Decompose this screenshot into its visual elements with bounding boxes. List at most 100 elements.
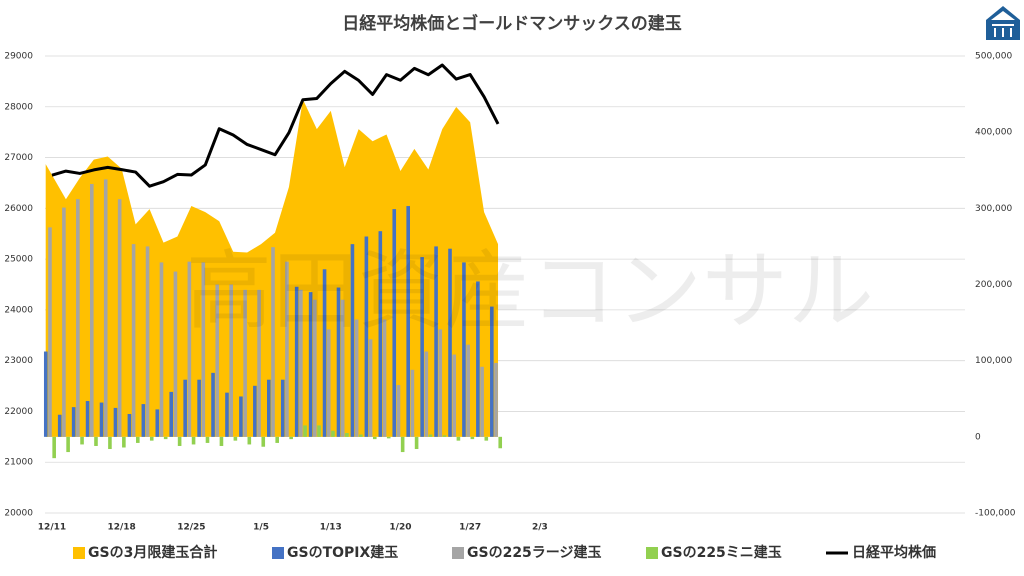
bar <box>289 436 293 440</box>
bar <box>253 385 257 437</box>
bar <box>219 436 224 446</box>
bar <box>201 262 206 437</box>
legend-label: 日経平均株価 <box>852 544 936 561</box>
y-tick-label: 22000 <box>4 407 33 417</box>
bar <box>414 436 419 450</box>
x-tick-label: 2/3 <box>532 523 548 533</box>
bar <box>480 366 484 437</box>
bar <box>336 287 341 437</box>
bar <box>410 369 415 437</box>
legend-label: GSの225ミニ建玉 <box>661 544 782 561</box>
bar <box>364 236 369 437</box>
bar <box>386 436 391 439</box>
legend-label: GSの225ラージ建玉 <box>467 544 602 561</box>
bar <box>99 402 104 437</box>
bar <box>89 183 94 437</box>
y-tick-label: 25000 <box>4 255 33 265</box>
bar <box>247 436 252 445</box>
bar <box>434 246 438 437</box>
bar <box>103 179 108 437</box>
bar <box>308 292 313 437</box>
bar <box>322 269 327 437</box>
legend-swatch <box>452 547 464 559</box>
bar <box>127 413 132 437</box>
bar <box>85 401 90 437</box>
y2-tick-label: 100,000 <box>975 356 1012 366</box>
watermark: 高田資産コンサル <box>186 242 874 342</box>
x-tick-label: 12/18 <box>107 523 135 533</box>
bar <box>187 261 192 437</box>
chart-title: 日経平均株価とゴールドマンサックスの建玉 <box>342 13 682 34</box>
bar <box>359 434 363 437</box>
bar <box>163 436 168 440</box>
bar <box>442 435 447 437</box>
y-tick-label: 24000 <box>4 305 33 315</box>
bar <box>476 281 480 437</box>
bar <box>498 436 503 449</box>
bar <box>345 433 349 437</box>
bar <box>52 436 56 459</box>
legend-swatch <box>73 547 85 559</box>
bar <box>294 286 299 437</box>
bar <box>303 425 307 437</box>
bar <box>108 436 112 450</box>
bar <box>117 199 122 437</box>
bar <box>131 244 136 437</box>
bar <box>424 351 429 437</box>
x-tick-label: 1/13 <box>320 523 342 533</box>
bar <box>211 372 215 437</box>
legend-label: GSの3月限建玉合計 <box>88 544 217 561</box>
bar <box>169 391 174 437</box>
bar <box>400 436 405 453</box>
bar <box>177 436 182 446</box>
legend-swatch <box>646 547 658 559</box>
y-tick-label: 27000 <box>4 153 33 163</box>
bar <box>267 379 271 437</box>
bar <box>396 385 401 437</box>
bar <box>382 319 387 437</box>
bar <box>239 396 243 437</box>
y2-tick-label: 200,000 <box>975 280 1012 290</box>
bar <box>57 414 62 437</box>
bar <box>285 261 289 437</box>
bar <box>406 206 410 437</box>
line <box>51 63 500 188</box>
bar <box>159 262 164 437</box>
bar <box>233 436 238 441</box>
bar <box>191 436 196 445</box>
x-tick-label: 12/25 <box>177 523 205 533</box>
bar <box>448 248 452 437</box>
y2-tick-label: -100,000 <box>975 509 1016 519</box>
y-tick-label: 21000 <box>4 458 33 468</box>
bar <box>326 329 331 437</box>
bar <box>205 436 210 443</box>
bar <box>494 362 498 437</box>
bar <box>94 436 98 446</box>
bar <box>225 392 229 437</box>
bar <box>438 329 443 437</box>
bar <box>183 379 187 437</box>
bar <box>66 436 70 453</box>
y-tick-label: 20000 <box>4 509 33 519</box>
y-tick-label: 23000 <box>4 356 33 366</box>
bar <box>466 344 470 437</box>
bar <box>43 351 48 437</box>
y-tick-label: 28000 <box>4 102 33 112</box>
bar <box>354 319 359 437</box>
bar <box>490 306 494 437</box>
bar <box>173 271 178 437</box>
x-tick-label: 1/5 <box>253 523 269 533</box>
bar <box>350 244 355 437</box>
bar <box>452 354 457 437</box>
x-tick-label: 1/27 <box>459 523 481 533</box>
legend-label: GSのTOPIX建玉 <box>287 544 398 561</box>
bar <box>215 284 220 437</box>
bar <box>392 209 397 437</box>
bar <box>149 436 154 441</box>
bar <box>62 207 66 437</box>
bar <box>484 436 489 441</box>
bar <box>48 227 52 437</box>
bar <box>462 262 466 437</box>
bar <box>372 436 377 440</box>
